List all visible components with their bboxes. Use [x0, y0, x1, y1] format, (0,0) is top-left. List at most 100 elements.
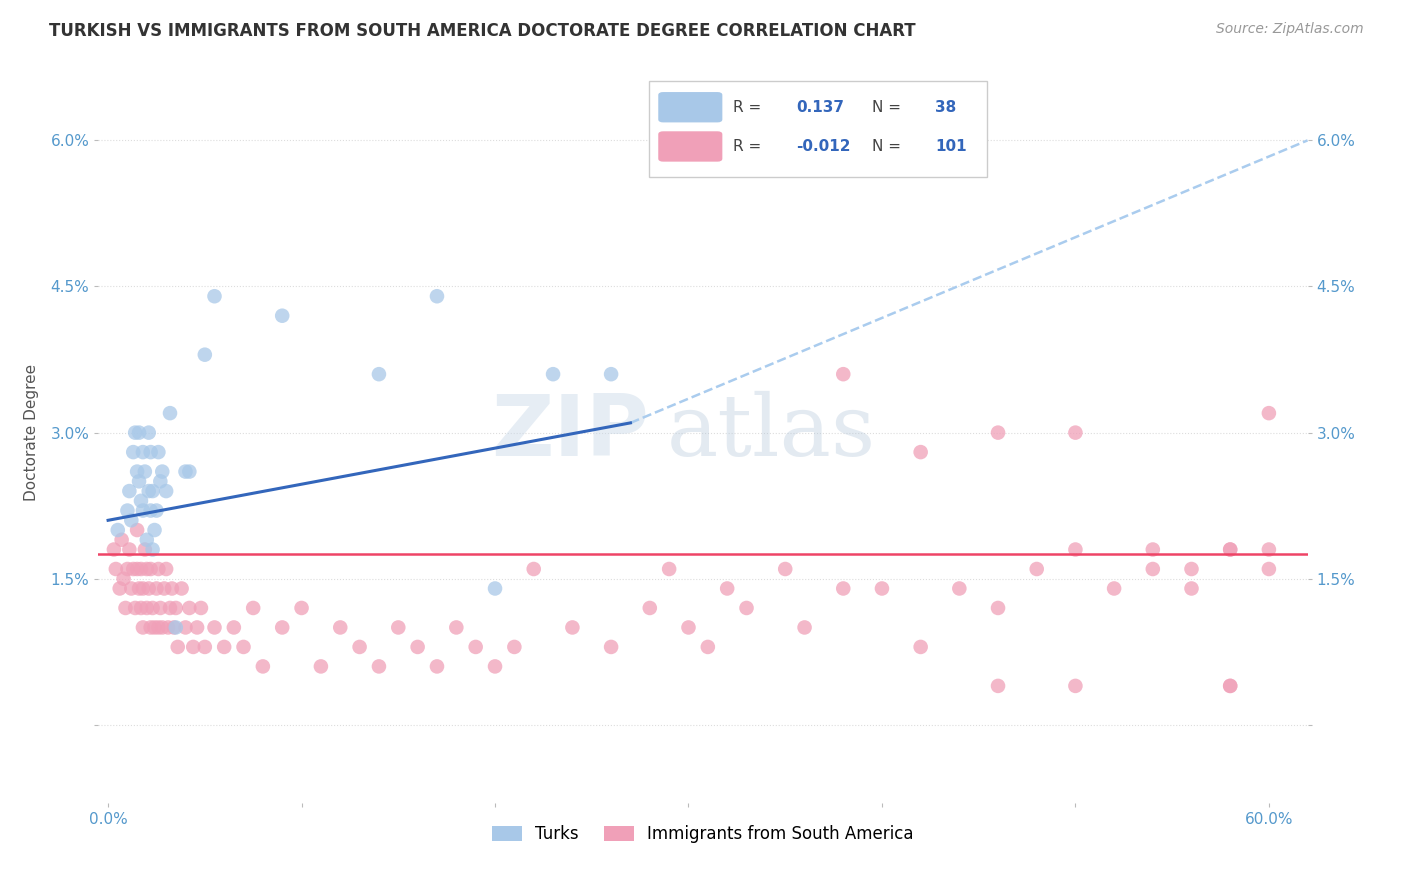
- Turks: [426, 289, 449, 303]
- Immigrants from South America: [179, 601, 201, 615]
- Immigrants from South America: [832, 367, 855, 381]
- Immigrants from South America: [987, 601, 1010, 615]
- Immigrants from South America: [1219, 679, 1241, 693]
- Turks: [138, 484, 160, 499]
- Immigrants from South America: [170, 582, 193, 596]
- Immigrants from South America: [148, 620, 170, 634]
- Immigrants from South America: [464, 640, 486, 654]
- Text: Source: ZipAtlas.com: Source: ZipAtlas.com: [1216, 22, 1364, 37]
- Turks: [129, 493, 152, 508]
- Immigrants from South America: [948, 582, 970, 596]
- Immigrants from South America: [1219, 679, 1241, 693]
- Immigrants from South America: [446, 620, 468, 634]
- Immigrants from South America: [523, 562, 546, 576]
- Turks: [142, 542, 165, 557]
- Immigrants from South America: [150, 620, 173, 634]
- Immigrants from South America: [696, 640, 718, 654]
- Immigrants from South America: [222, 620, 245, 634]
- Text: 38: 38: [935, 100, 956, 115]
- Immigrants from South America: [166, 640, 188, 654]
- Immigrants from South America: [104, 562, 127, 576]
- Immigrants from South America: [271, 620, 294, 634]
- Text: -0.012: -0.012: [796, 138, 851, 153]
- Immigrants from South America: [129, 601, 152, 615]
- Turks: [127, 465, 149, 479]
- Immigrants from South America: [127, 562, 149, 576]
- Immigrants from South America: [111, 533, 134, 547]
- Immigrants from South America: [132, 620, 155, 634]
- Turks: [132, 445, 155, 459]
- Turks: [128, 475, 150, 489]
- Turks: [128, 425, 150, 440]
- Immigrants from South America: [987, 679, 1010, 693]
- Immigrants from South America: [773, 562, 796, 576]
- Immigrants from South America: [793, 620, 815, 634]
- Turks: [143, 523, 166, 537]
- Immigrants from South America: [290, 601, 312, 615]
- Immigrants from South America: [638, 601, 661, 615]
- Immigrants from South America: [1064, 679, 1087, 693]
- Immigrants from South America: [658, 562, 681, 576]
- Turks: [368, 367, 391, 381]
- Immigrants from South America: [1180, 562, 1202, 576]
- Text: R =: R =: [734, 100, 766, 115]
- Immigrants from South America: [108, 582, 131, 596]
- Y-axis label: Doctorate Degree: Doctorate Degree: [24, 364, 39, 501]
- Immigrants from South America: [160, 582, 183, 596]
- Turks: [107, 523, 129, 537]
- Text: ZIP: ZIP: [491, 391, 648, 475]
- Immigrants from South America: [155, 562, 177, 576]
- Turks: [159, 406, 181, 420]
- Immigrants from South America: [194, 640, 217, 654]
- Immigrants from South America: [232, 640, 254, 654]
- Immigrants from South America: [406, 640, 429, 654]
- Immigrants from South America: [1257, 562, 1279, 576]
- Immigrants from South America: [242, 601, 264, 615]
- Immigrants from South America: [190, 601, 212, 615]
- Immigrants from South America: [1219, 542, 1241, 557]
- Turks: [139, 445, 162, 459]
- Immigrants from South America: [735, 601, 758, 615]
- Text: atlas: atlas: [666, 391, 876, 475]
- Immigrants from South America: [678, 620, 700, 634]
- Immigrants from South America: [1257, 406, 1279, 420]
- Immigrants from South America: [148, 562, 170, 576]
- Immigrants from South America: [186, 620, 208, 634]
- Immigrants from South America: [159, 601, 181, 615]
- Turks: [271, 309, 294, 323]
- Immigrants from South America: [1064, 542, 1087, 557]
- Text: TURKISH VS IMMIGRANTS FROM SOUTH AMERICA DOCTORATE DEGREE CORRELATION CHART: TURKISH VS IMMIGRANTS FROM SOUTH AMERICA…: [49, 22, 915, 40]
- Immigrants from South America: [103, 542, 125, 557]
- Turks: [204, 289, 226, 303]
- Immigrants from South America: [329, 620, 352, 634]
- Immigrants from South America: [142, 601, 165, 615]
- Text: R =: R =: [734, 138, 766, 153]
- FancyBboxPatch shape: [658, 92, 723, 122]
- Immigrants from South America: [112, 572, 135, 586]
- Turks: [118, 484, 141, 499]
- Immigrants from South America: [503, 640, 526, 654]
- Immigrants from South America: [117, 562, 139, 576]
- Text: 0.137: 0.137: [796, 100, 844, 115]
- Turks: [179, 465, 201, 479]
- Immigrants from South America: [135, 601, 157, 615]
- Turks: [120, 513, 142, 527]
- Turks: [174, 465, 197, 479]
- Immigrants from South America: [484, 659, 506, 673]
- Immigrants from South America: [143, 620, 166, 634]
- Immigrants from South America: [139, 562, 162, 576]
- Turks: [139, 503, 162, 517]
- Immigrants from South America: [118, 542, 141, 557]
- Immigrants from South America: [139, 620, 162, 634]
- Immigrants from South America: [1142, 562, 1164, 576]
- Immigrants from South America: [426, 659, 449, 673]
- Turks: [148, 445, 170, 459]
- Immigrants from South America: [832, 582, 855, 596]
- Immigrants from South America: [1219, 542, 1241, 557]
- Immigrants from South America: [135, 562, 157, 576]
- Immigrants from South America: [138, 582, 160, 596]
- Immigrants from South America: [174, 620, 197, 634]
- Immigrants from South America: [163, 620, 186, 634]
- Immigrants from South America: [153, 582, 176, 596]
- Turks: [138, 425, 160, 440]
